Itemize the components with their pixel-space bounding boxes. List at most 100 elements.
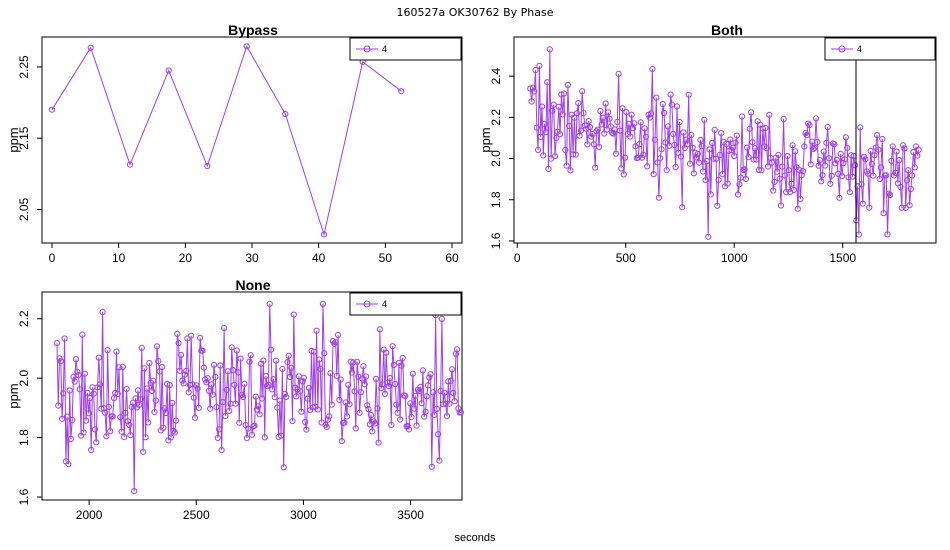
data-point — [142, 434, 149, 441]
data-point — [67, 435, 75, 443]
data-point — [260, 357, 267, 364]
data-point — [447, 377, 454, 384]
data-point — [528, 98, 535, 105]
data-point — [88, 446, 95, 454]
data-point — [60, 390, 67, 397]
data-point — [141, 365, 148, 372]
data-point — [348, 369, 356, 376]
data-point — [679, 204, 686, 211]
data-point — [537, 133, 544, 140]
data-point — [392, 380, 399, 388]
data-point — [109, 413, 116, 420]
data-point — [797, 195, 804, 203]
legend-marker — [363, 300, 371, 308]
data-point — [753, 156, 760, 163]
data-point — [605, 109, 612, 116]
y-axis: 1.6 1.8 2.0 2.2 — [17, 310, 42, 505]
data-point — [536, 62, 543, 69]
data-point — [680, 129, 687, 136]
data-point — [667, 91, 674, 98]
data-point — [428, 463, 435, 470]
data-point — [83, 417, 90, 424]
data-point — [889, 143, 896, 150]
data-point — [367, 411, 375, 419]
data-point — [262, 372, 269, 379]
data-point — [75, 371, 82, 379]
data-point — [357, 389, 364, 396]
data-point — [276, 397, 283, 404]
data-point — [360, 363, 367, 370]
data-point — [699, 168, 707, 175]
data-point — [544, 79, 551, 86]
data-point — [282, 110, 289, 118]
data-point — [333, 372, 340, 379]
data-point — [159, 364, 166, 371]
x-axis: 0 500 1000 1500 — [514, 243, 856, 265]
data-point — [570, 151, 577, 158]
data-point — [309, 404, 316, 411]
data-point — [763, 145, 770, 152]
data-point — [529, 84, 537, 91]
data-point — [893, 148, 900, 155]
data-point — [910, 148, 917, 156]
data-point — [697, 136, 704, 143]
y-tick-label: 2.05 — [17, 197, 31, 221]
data-point — [85, 410, 92, 417]
data-point — [779, 163, 786, 170]
data-point — [431, 411, 438, 418]
data-point — [265, 381, 272, 388]
data-point — [219, 399, 226, 406]
data-point — [304, 395, 311, 402]
data-point — [243, 43, 250, 50]
data-point — [405, 426, 413, 433]
data-point — [798, 172, 805, 179]
data-point — [210, 361, 218, 368]
data-point — [442, 400, 449, 407]
data-point — [638, 154, 646, 161]
data-point — [764, 163, 772, 170]
data-point — [376, 326, 383, 333]
data-point — [131, 488, 138, 495]
data-point — [598, 121, 605, 128]
data-point — [685, 91, 692, 98]
data-point — [433, 405, 440, 412]
data-point — [390, 361, 397, 368]
data-point — [607, 123, 614, 130]
data-point — [93, 439, 100, 446]
data-point — [702, 177, 709, 184]
data-point — [320, 231, 328, 238]
data-point — [112, 389, 119, 397]
data-point — [745, 154, 752, 161]
data-point — [546, 46, 553, 53]
data-point — [628, 111, 635, 118]
data-point — [672, 163, 679, 171]
data-point — [162, 409, 169, 417]
data-point — [126, 421, 133, 429]
y-tick-label: 2.2 — [489, 109, 503, 126]
data-point — [805, 120, 812, 127]
data-point — [449, 366, 456, 373]
data-point — [784, 152, 791, 160]
data-point — [302, 418, 309, 426]
data-point — [137, 396, 144, 403]
data-point — [606, 115, 613, 122]
y-axis-label: ppm — [6, 383, 21, 408]
data-point — [746, 125, 753, 132]
data-point — [662, 139, 669, 146]
plot-frame — [41, 291, 463, 501]
data-point — [55, 402, 62, 409]
data-point — [171, 429, 178, 436]
data-point — [160, 424, 167, 431]
x-tick-label: 3000 — [290, 508, 317, 522]
data-point — [441, 389, 448, 396]
data-point — [411, 405, 418, 412]
data-point — [684, 141, 691, 148]
data-point — [314, 406, 321, 413]
data-point — [884, 231, 891, 238]
data-point — [398, 362, 405, 369]
data-point — [436, 457, 443, 464]
data-point — [907, 185, 914, 193]
data-point — [218, 447, 225, 454]
data-point — [845, 174, 852, 181]
data-point — [714, 202, 721, 209]
